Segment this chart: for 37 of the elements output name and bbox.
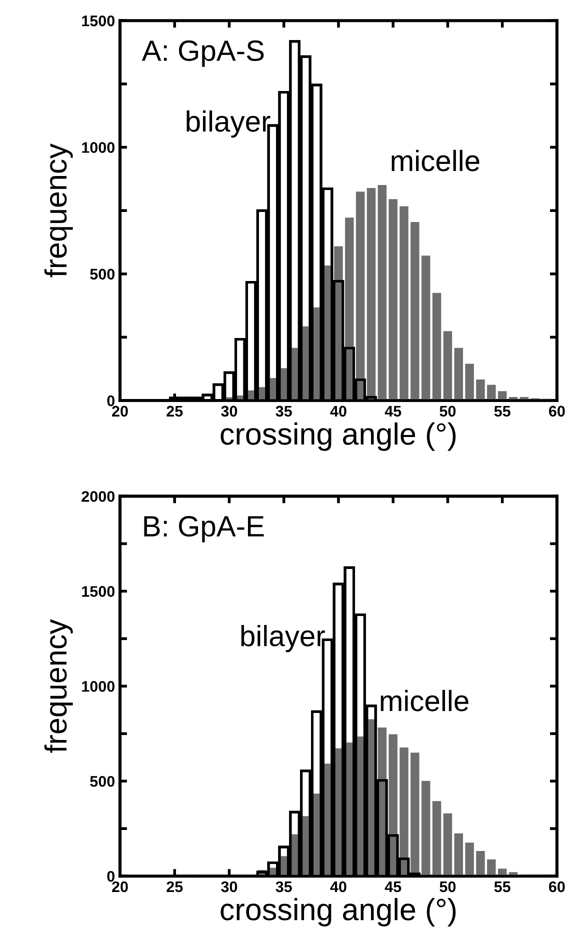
y-tick-label: 1000 [82,142,115,153]
x-tick-label: 40 [330,406,346,417]
text: B: GpA-E [144,516,264,542]
series-label: bilayer [186,110,270,138]
y-axis-title: frequency [44,144,73,278]
x-tick-label: 60 [549,881,565,892]
x-tick-label: 25 [166,881,183,892]
series-label: micelle [380,690,468,712]
series-label: bilayer [241,624,325,652]
x-tick-label: 55 [494,882,510,892]
y-tick-label: 2000 [82,491,115,502]
y-tick-label: 0 [107,870,115,882]
x-tick-label: 45 [384,882,402,892]
x-tick-label: 25 [166,406,183,417]
y-tick-label: 1500 [82,586,115,597]
x-tick-label: 40 [330,881,346,892]
y-tick-label: 500 [90,776,115,787]
y-axis-title: frequency [44,619,73,753]
x-tick-label: 30 [221,881,238,892]
x-tick-label: 30 [221,406,238,417]
text: A: GpA-S [142,40,264,67]
x-axis-title: crossing angle (°) [220,422,456,451]
x-axis-title: crossing angle (°) [220,898,456,926]
x-tick-label: 60 [549,406,565,417]
x-tick-label: 50 [440,406,456,417]
x-tick-label: 35 [276,406,292,417]
x-tick-label: 20 [112,406,128,417]
y-tick-label: 500 [90,268,115,280]
x-tick-label: 45 [384,406,402,417]
x-tick-label: 35 [276,881,292,892]
x-tick-label: 20 [112,881,128,892]
y-tick-label: 0 [107,395,115,406]
y-tick-label: 1500 [82,16,115,26]
y-tick-label: 1000 [82,681,115,692]
x-tick-label: 50 [440,881,456,892]
series-label: micelle [392,150,480,172]
x-tick-label: 55 [494,406,510,417]
